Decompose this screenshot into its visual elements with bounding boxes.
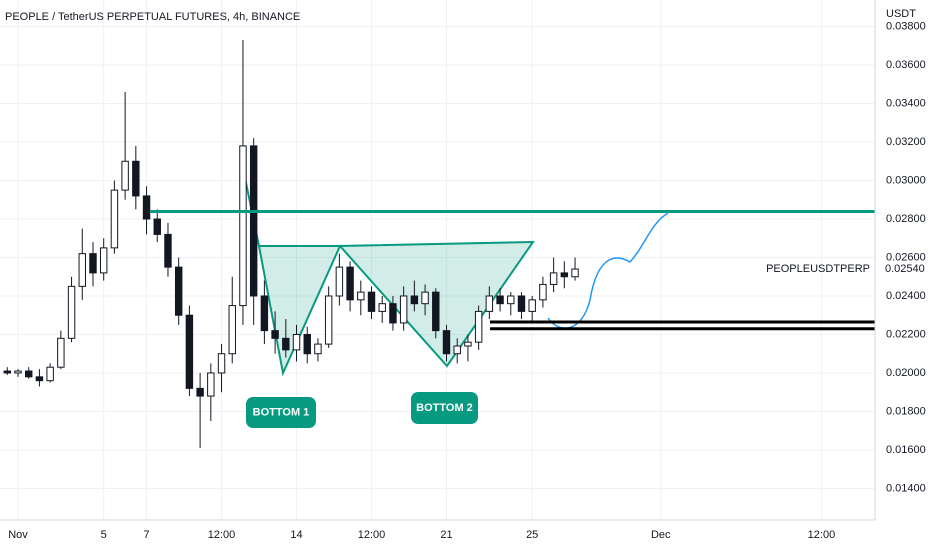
annotation: BOTTOM 2	[416, 402, 473, 414]
label-box	[246, 397, 316, 428]
candle-body	[153, 218, 161, 235]
candle-body	[410, 295, 419, 305]
x-tick-label: 12:00	[208, 529, 236, 541]
candle-body	[496, 295, 504, 305]
candle-body	[67, 285, 76, 339]
y-tick-label: 0.02800	[886, 213, 926, 225]
symbol-label: PEOPLEUSDTPERP	[766, 263, 870, 275]
candle-body	[282, 337, 290, 351]
candle-body	[399, 295, 408, 324]
candle-body	[421, 291, 429, 305]
candle-body	[110, 189, 119, 249]
candle-body	[367, 291, 376, 312]
y-tick-label: 0.02000	[886, 367, 926, 379]
annotation: BOTTOM 1	[253, 406, 310, 418]
candle-body	[142, 195, 151, 220]
candle-body	[442, 330, 451, 355]
candle-body	[474, 310, 483, 343]
candle-body	[132, 160, 140, 197]
candle-body	[517, 295, 526, 312]
axes: 0.01400 0.01600 0.01800 0.02000 0.02200 0.024…	[8, 20, 926, 540]
candle-body	[260, 295, 269, 332]
candle-body	[239, 145, 247, 307]
y-tick-label: 0.03600	[886, 59, 926, 71]
x-tick-label: 12:00	[808, 529, 836, 541]
candle-body	[249, 145, 258, 297]
candle-body	[539, 283, 547, 301]
price-axis-panel	[875, 0, 932, 550]
candle-body	[271, 330, 279, 339]
candle-body	[57, 337, 65, 368]
candle-body	[174, 266, 183, 316]
y-tick-label: 0.01400	[886, 482, 926, 494]
y-tick-label: 0.01800	[886, 405, 926, 417]
candle-body	[99, 247, 108, 274]
candle-body	[549, 272, 558, 285]
label-box	[411, 392, 478, 424]
candle-body	[164, 233, 172, 268]
candle-body	[217, 353, 226, 374]
x-tick-label: 25	[526, 529, 538, 541]
candle-body	[324, 295, 333, 345]
projection-path	[547, 212, 669, 329]
y-tick-label: 0.01600	[886, 444, 926, 456]
bottom-1-triangle	[257, 245, 342, 377]
candle-body	[35, 376, 44, 382]
y-tick-label: 0.02400	[886, 290, 926, 302]
candle-body	[207, 372, 215, 397]
candle-body	[185, 314, 194, 389]
x-tick-label: Dec	[651, 529, 671, 541]
time-axis-panel	[0, 520, 932, 550]
last-price-label: 0.02540	[885, 263, 925, 275]
axis-unit: USDT	[886, 8, 916, 20]
chart-title: PEOPLE / TetherUS PERPETUAL FUTURES, 4h,…	[5, 11, 300, 23]
candle-body	[357, 291, 365, 301]
candles	[3, 40, 579, 449]
x-tick-label: 14	[290, 529, 302, 541]
x-tick-label: 7	[143, 529, 149, 541]
candle-body	[464, 341, 472, 347]
candle-body	[78, 253, 86, 287]
y-tick-label: 0.03800	[886, 20, 926, 32]
y-tick-label: 0.03200	[886, 136, 926, 148]
bottom-2-label: BOTTOM 2	[411, 392, 478, 424]
candle-body	[46, 366, 54, 382]
candle-body	[335, 266, 344, 297]
candle-body	[303, 333, 311, 355]
x-tick-label: Nov	[8, 529, 28, 541]
candle-body	[528, 299, 536, 312]
candle-body	[453, 345, 461, 355]
y-tick-label: 0.03400	[886, 97, 926, 109]
candle-body	[346, 266, 354, 301]
candle-body	[292, 333, 301, 351]
x-tick-label: 12:00	[358, 529, 386, 541]
candle-body	[196, 387, 204, 397]
candle-body	[378, 303, 386, 312]
x-tick-label: 21	[440, 529, 452, 541]
candle-body	[389, 303, 397, 324]
candle-body	[507, 295, 515, 305]
bottom-1-label: BOTTOM 1	[246, 397, 316, 428]
candle-body	[121, 160, 129, 191]
candle-body	[228, 305, 236, 355]
candle-body	[24, 370, 33, 378]
candle-body	[89, 253, 97, 274]
y-tick-label: 0.02200	[886, 328, 926, 340]
y-tick-label: 0.02600	[886, 251, 926, 263]
candle-body	[432, 291, 440, 332]
candle-body	[3, 370, 11, 374]
candle-body	[14, 370, 22, 374]
candle-body	[314, 343, 322, 355]
y-tick-label: 0.03000	[886, 174, 926, 186]
candle-body	[571, 268, 579, 278]
candle-body	[560, 272, 569, 278]
candle-body	[485, 295, 494, 312]
x-tick-label: 5	[101, 529, 107, 541]
